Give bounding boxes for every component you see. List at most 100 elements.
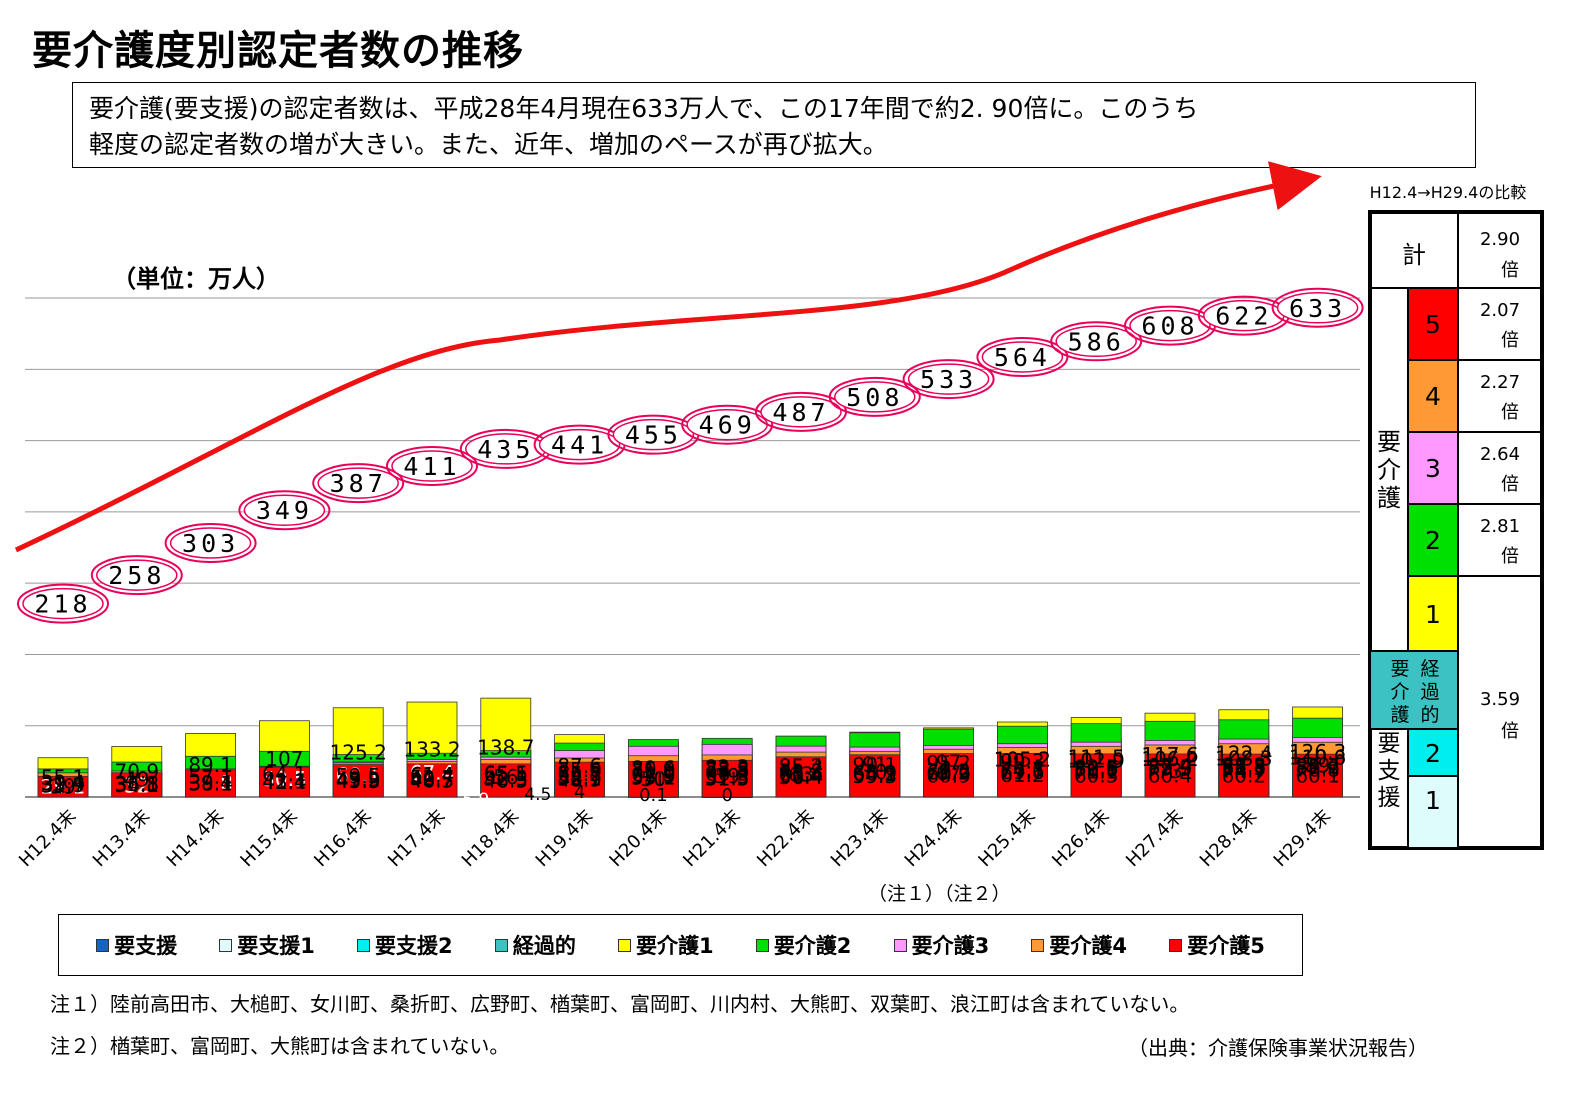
total-label: 387 bbox=[330, 469, 387, 498]
total-ellipse-inner bbox=[1276, 292, 1359, 324]
data-label: 106.2 bbox=[1141, 747, 1198, 771]
bar-segment bbox=[923, 753, 974, 798]
data-label: 39.4 bbox=[188, 771, 233, 795]
level-swatch bbox=[1407, 287, 1459, 361]
data-label: 52.7 bbox=[557, 766, 602, 790]
ratio-unit: 倍 bbox=[1501, 330, 1519, 351]
total-label: 586 bbox=[1068, 327, 1125, 356]
data-label: 77.3 bbox=[1000, 757, 1045, 781]
support-swatch bbox=[1407, 775, 1459, 849]
kakateki-cell bbox=[1369, 650, 1459, 730]
x-tick-label: H21.4末 bbox=[679, 806, 744, 871]
x-tick-label: H12.4末 bbox=[15, 806, 80, 871]
data-label: 31.7 bbox=[41, 774, 86, 798]
data-label: 29.1 bbox=[41, 775, 86, 799]
total-ellipse bbox=[902, 359, 995, 400]
x-tick-label: H13.4末 bbox=[89, 806, 154, 871]
total-label: 435 bbox=[477, 435, 534, 464]
ratio-value: 2.90 bbox=[1480, 229, 1520, 250]
legend-swatch bbox=[96, 938, 110, 952]
bar-segment bbox=[849, 754, 901, 798]
data-label: 39.4 bbox=[188, 771, 233, 795]
data-label: 99.3 bbox=[1000, 750, 1045, 774]
data-label: 38.1 bbox=[188, 771, 233, 795]
data-label: 50 bbox=[641, 767, 666, 791]
level-label: 1 bbox=[1425, 600, 1441, 629]
legend-label: 要支援2 bbox=[375, 934, 453, 958]
data-label: 0 bbox=[721, 785, 732, 806]
data-label: 56 bbox=[493, 765, 518, 789]
stacked-bar-chart: 29.155.139.431.733.929 3270.94935.836.534… bbox=[14, 161, 1544, 905]
data-label: 33.9 bbox=[41, 773, 86, 797]
total-ellipse-inner bbox=[907, 363, 990, 395]
legend-item: 要支援 bbox=[96, 930, 177, 960]
legend: 要支援 要支援1 要支援2 経過的 要介護1 要介護2 要介護3 要介護4 要介護5 bbox=[58, 914, 1303, 976]
data-label: 66.2 bbox=[853, 761, 898, 785]
bar-segment bbox=[1070, 753, 1122, 798]
note-annotation: （注１）（注２） bbox=[868, 883, 1011, 905]
legend-item: 要介護5 bbox=[1169, 930, 1265, 960]
data-label: 74.7 bbox=[1000, 758, 1045, 782]
data-label: 85.8 bbox=[1222, 754, 1267, 778]
ratio-value: 2.27 bbox=[1480, 372, 1520, 393]
data-label: 63 bbox=[788, 763, 813, 787]
data-label: 85.2 bbox=[779, 755, 824, 779]
data-label: 70.9 bbox=[115, 760, 160, 784]
data-label: 60.9 bbox=[926, 763, 971, 787]
legend-label: 要介護1 bbox=[636, 934, 714, 958]
legend-item: 要支援1 bbox=[219, 930, 315, 960]
data-label: 107 bbox=[265, 747, 303, 771]
kakateki-label-char: 要 bbox=[1390, 658, 1409, 680]
data-label: 45.5 bbox=[336, 769, 381, 793]
level-label: 2 bbox=[1425, 526, 1441, 555]
data-label: 67 bbox=[936, 761, 961, 785]
legend-label: 要介護4 bbox=[1049, 934, 1128, 958]
total-ellipse-inner bbox=[391, 450, 473, 482]
data-label: 71.1 bbox=[631, 760, 676, 784]
data-label: 54.7 bbox=[557, 766, 602, 790]
ratio-unit: 倍 bbox=[1501, 546, 1519, 567]
level-label: 3 bbox=[1425, 454, 1441, 483]
data-label: 52.7 bbox=[410, 766, 455, 790]
total-label: 487 bbox=[772, 398, 829, 427]
data-label: 59 bbox=[714, 764, 739, 788]
total-ellipse bbox=[681, 404, 774, 445]
total-ellipse-inner bbox=[243, 494, 326, 526]
data-label: 76.9 bbox=[631, 758, 676, 782]
total-label: 455 bbox=[625, 421, 682, 450]
yokaigo-label-char: 介 bbox=[1377, 456, 1401, 484]
data-label: 47.9 bbox=[336, 768, 381, 792]
total-ellipse-inner bbox=[834, 381, 916, 413]
bar-segment bbox=[37, 775, 89, 798]
bar-segment bbox=[1144, 753, 1196, 798]
x-tick-label: H18.4末 bbox=[458, 806, 523, 871]
bar-segment bbox=[775, 756, 827, 798]
legend-swatch bbox=[357, 938, 371, 952]
total-ellipse-inner bbox=[612, 418, 695, 451]
yoshien-label-char: 援 bbox=[1378, 785, 1401, 811]
data-label: 39.8 bbox=[188, 771, 233, 795]
total-ellipse-inner bbox=[981, 341, 1064, 373]
total-ellipse bbox=[1050, 321, 1143, 362]
total-ellipse bbox=[312, 463, 405, 504]
data-labels-layer: 29.155.139.431.733.929 3270.94935.836.534… bbox=[41, 736, 1346, 810]
data-label: 82.3 bbox=[705, 756, 750, 780]
support-swatch bbox=[1407, 728, 1459, 777]
bar-segment bbox=[185, 769, 237, 798]
data-label: 67.4 bbox=[410, 761, 455, 785]
data-label: 117.6 bbox=[1141, 743, 1198, 767]
data-label: 35.8 bbox=[115, 772, 160, 796]
total-ellipse-inner bbox=[317, 467, 399, 499]
data-label: 59.5 bbox=[336, 764, 381, 788]
data-label: 71.2 bbox=[926, 760, 971, 784]
legend-item: 要介護4 bbox=[1031, 930, 1127, 960]
total-label: 608 bbox=[1141, 312, 1198, 341]
data-label: 77.1 bbox=[1000, 758, 1045, 782]
x-tick-label: H28.4末 bbox=[1196, 806, 1261, 871]
data-label: 49.7 bbox=[410, 767, 455, 791]
data-label: 52.5 bbox=[484, 766, 529, 790]
note-1: 注１）陸前高田市、大槌町、女川町、桑折町、広野町、楢葉町、富岡町、川内村、大熊町… bbox=[50, 992, 1190, 1016]
data-label: 60.4 bbox=[1148, 763, 1193, 787]
data-label: 57.9 bbox=[631, 764, 676, 788]
bar-segment bbox=[1218, 753, 1270, 798]
